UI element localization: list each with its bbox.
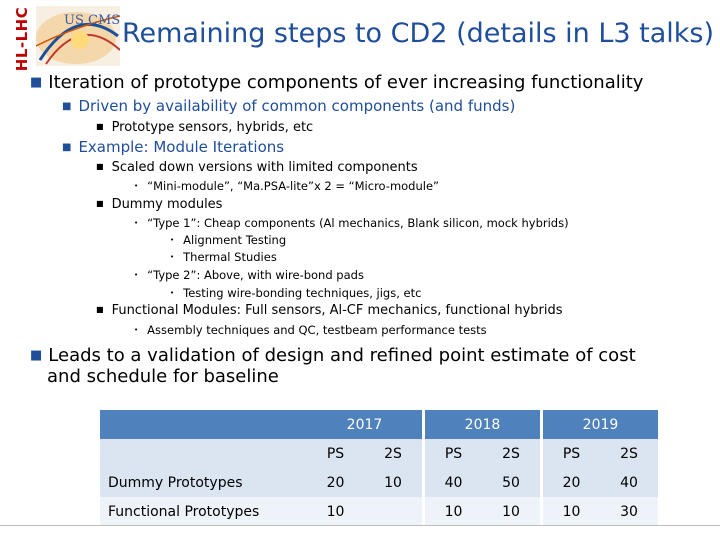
table-cell: 40 bbox=[423, 468, 482, 497]
bullet-l4: • “Type 2”: Above, with wire-bond pads bbox=[134, 268, 364, 282]
table-cell: 10 bbox=[364, 468, 425, 497]
dot-bullet-icon: • bbox=[134, 182, 139, 190]
bullet-l1: ■ Iteration of prototype components of ev… bbox=[30, 72, 644, 93]
bullet-l5: • Alignment Testing bbox=[170, 233, 287, 247]
square-bullet-icon: ■ bbox=[96, 122, 104, 131]
hl-lhc-uscms-logo: HL-LHC US CMS bbox=[6, 4, 120, 72]
square-bullet-icon: ■ bbox=[96, 162, 104, 171]
bullet-l4: • Assembly techniques and QC, testbeam pe… bbox=[134, 323, 487, 337]
square-bullet-icon: ■ bbox=[96, 199, 104, 208]
bullet-l4: • “Mini-module”, “Ma.PSA-lite”x 2 = “Micr… bbox=[134, 179, 439, 193]
table-cell: 50 bbox=[482, 468, 543, 497]
uscms-logo-icon: US CMS bbox=[36, 6, 120, 66]
bullet-l1-continuation: and schedule for baseline bbox=[47, 366, 279, 387]
dot-bullet-icon: • bbox=[170, 236, 175, 244]
table-cell: 40 bbox=[600, 468, 658, 497]
table-cell: 10 bbox=[307, 497, 364, 526]
title-bar: Remaining steps to CD2 (details in L3 ta… bbox=[120, 6, 716, 60]
year-header: 2019 bbox=[541, 410, 658, 439]
square-bullet-icon: ■ bbox=[62, 101, 72, 112]
table-cell: 20 bbox=[541, 468, 600, 497]
bullet-l2: ■ Driven by availability of common compon… bbox=[62, 97, 516, 115]
svg-text:US CMS: US CMS bbox=[64, 13, 120, 28]
table-cell: 10 bbox=[482, 497, 543, 526]
bullet-l3: ■ Dummy modules bbox=[96, 197, 223, 212]
subcol-header: PS bbox=[423, 439, 482, 468]
row-label: Functional Prototypes bbox=[100, 497, 307, 526]
square-bullet-icon: ■ bbox=[30, 348, 43, 363]
bullet-l4: • “Type 1”: Cheap components (Al mechanic… bbox=[134, 216, 569, 230]
subcol-header: 2S bbox=[364, 439, 425, 468]
dot-bullet-icon: • bbox=[134, 219, 139, 227]
subcol-header: PS bbox=[541, 439, 600, 468]
subcol-header: PS bbox=[307, 439, 364, 468]
square-bullet-icon: ■ bbox=[62, 142, 72, 153]
bullet-l3: ■ Scaled down versions with limited compo… bbox=[96, 160, 418, 175]
year-header: 2018 bbox=[423, 410, 543, 439]
table-row: Dummy Prototypes 20 10 40 50 20 40 bbox=[100, 468, 658, 497]
dot-bullet-icon: • bbox=[134, 271, 139, 279]
bullet-l5: • Testing wire-bonding techniques, jigs, … bbox=[170, 286, 422, 300]
dot-bullet-icon: • bbox=[134, 326, 139, 334]
square-bullet-icon: ■ bbox=[96, 305, 104, 314]
table-subheader-row: PS 2S PS 2S PS 2S bbox=[100, 439, 658, 468]
footer-divider bbox=[0, 525, 720, 526]
table-cell: 20 bbox=[307, 468, 364, 497]
prototype-schedule-table: 2017 2018 2019 PS 2S PS 2S PS 2S Dummy P… bbox=[100, 410, 658, 526]
bullet-l3: ■ Functional Modules: Full sensors, Al-CF… bbox=[96, 303, 563, 318]
subcol-header: 2S bbox=[600, 439, 658, 468]
table-row: Functional Prototypes 10 10 10 10 30 bbox=[100, 497, 658, 526]
dot-bullet-icon: • bbox=[170, 289, 175, 297]
table-cell: 10 bbox=[541, 497, 600, 526]
table-cell: 30 bbox=[600, 497, 658, 526]
table-cell bbox=[364, 497, 425, 526]
bullet-l1: ■ Leads to a validation of design and ref… bbox=[30, 345, 636, 366]
year-header: 2017 bbox=[307, 410, 425, 439]
row-label: Dummy Prototypes bbox=[100, 468, 307, 497]
subcol-header: 2S bbox=[482, 439, 543, 468]
square-bullet-icon: ■ bbox=[30, 75, 43, 90]
hl-lhc-logo-text: HL-LHC bbox=[13, 6, 32, 72]
hl-lhc-vertical-logo: HL-LHC bbox=[8, 6, 34, 72]
table-cell: 10 bbox=[423, 497, 482, 526]
bullet-l3: ■ Prototype sensors, hybrids, etc bbox=[96, 120, 314, 135]
bullet-l2: ■ Example: Module Iterations bbox=[62, 138, 285, 156]
bullet-l5: • Thermal Studies bbox=[170, 250, 277, 264]
slide-title: Remaining steps to CD2 (details in L3 ta… bbox=[121, 17, 715, 49]
dot-bullet-icon: • bbox=[170, 253, 175, 261]
table-year-header-row: 2017 2018 2019 bbox=[100, 410, 658, 439]
